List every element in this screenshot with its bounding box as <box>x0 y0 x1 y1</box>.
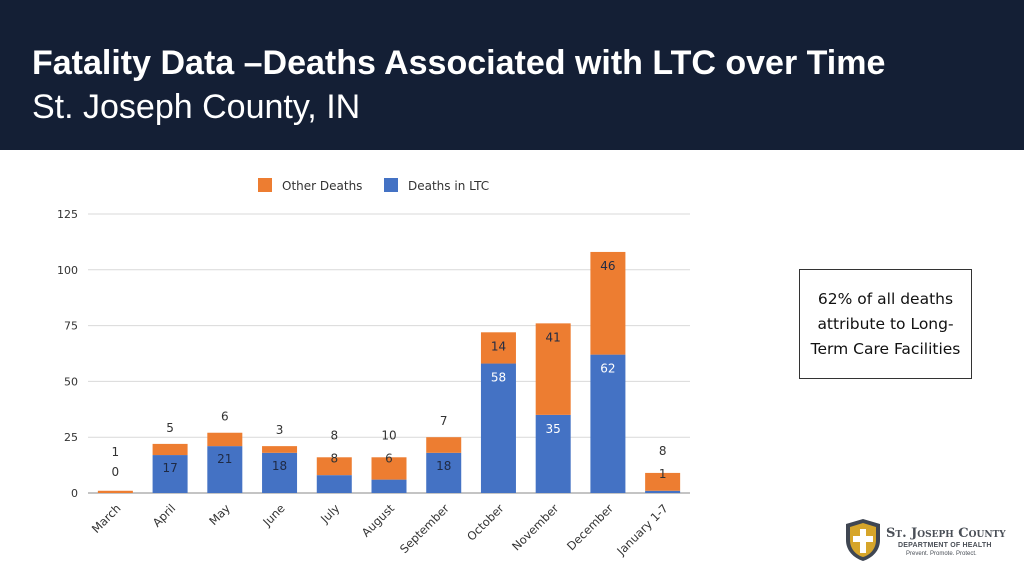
data-label-other-deaths: 41 <box>546 330 561 344</box>
y-tick-label: 50 <box>64 375 78 388</box>
data-label-other-deaths: 8 <box>330 428 338 442</box>
data-label-other-deaths: 8 <box>659 444 667 458</box>
x-tick-label: October <box>464 501 507 544</box>
ltc-percentage-callout: 62% of all deaths attribute to Long-Term… <box>799 269 972 379</box>
y-tick-label: 0 <box>71 487 78 500</box>
data-label-deaths-in-ltc: 62 <box>600 362 615 376</box>
x-tick-label: December <box>564 501 616 553</box>
logo-department: DEPARTMENT OF HEALTH <box>898 542 992 549</box>
legend-label: Other Deaths <box>282 179 362 193</box>
x-tick-label: May <box>206 501 233 528</box>
bar-other-deaths <box>645 472 681 491</box>
data-label-other-deaths: 5 <box>166 421 174 435</box>
y-tick-label: 100 <box>57 264 78 277</box>
data-label-deaths-in-ltc: 0 <box>112 465 120 479</box>
data-label-deaths-in-ltc: 18 <box>272 459 287 473</box>
bar-deaths-in-ltc <box>535 414 571 493</box>
legend-swatch <box>384 178 398 192</box>
x-tick-label: August <box>359 501 398 540</box>
county-health-logo: St. Joseph County DEPARTMENT OF HEALTH P… <box>844 518 1019 566</box>
legend-label: Deaths in LTC <box>408 179 489 193</box>
bar-deaths-in-ltc <box>371 479 407 493</box>
x-tick-label: April <box>150 501 178 529</box>
x-tick-label: September <box>397 501 452 556</box>
bar-deaths-in-ltc <box>262 452 298 493</box>
slide-header: Fatality Data –Deaths Associated with LT… <box>0 0 1024 150</box>
legend-swatch <box>258 178 272 192</box>
data-label-deaths-in-ltc: 58 <box>491 371 506 385</box>
data-label-deaths-in-ltc: 35 <box>546 422 561 436</box>
bar-deaths-in-ltc <box>590 354 626 493</box>
slide-subtitle: St. Joseph County, IN <box>32 88 361 126</box>
data-label-deaths-in-ltc: 21 <box>217 452 232 466</box>
bar-deaths-in-ltc <box>152 455 188 493</box>
x-tick-label: January 1-7 <box>613 501 670 558</box>
data-label-other-deaths: 7 <box>440 414 448 428</box>
callout-text: 62% of all deaths attribute to Long-Term… <box>810 289 961 358</box>
data-label-other-deaths: 6 <box>221 410 229 424</box>
bar-other-deaths <box>97 490 133 493</box>
bar-deaths-in-ltc <box>207 446 243 493</box>
data-label-other-deaths: 10 <box>381 428 396 442</box>
bar-other-deaths <box>371 457 407 480</box>
y-tick-label: 75 <box>64 320 78 333</box>
bar-other-deaths <box>426 437 462 453</box>
data-label-deaths-in-ltc: 1 <box>659 467 667 481</box>
data-label-deaths-in-ltc: 6 <box>385 451 393 465</box>
logo-county-name: St. Joseph County <box>886 526 1006 541</box>
bar-other-deaths <box>535 323 571 415</box>
data-label-other-deaths: 14 <box>491 339 506 353</box>
data-label-other-deaths: 3 <box>276 423 284 437</box>
bar-other-deaths <box>152 443 188 456</box>
bar-other-deaths <box>207 432 243 447</box>
data-label-deaths-in-ltc: 8 <box>330 451 338 465</box>
bar-deaths-in-ltc <box>480 363 516 493</box>
data-label-other-deaths: 1 <box>112 445 120 459</box>
x-tick-label: July <box>317 501 342 526</box>
bar-other-deaths <box>316 457 352 476</box>
bar-other-deaths <box>480 332 516 364</box>
bar-deaths-in-ltc <box>426 452 462 493</box>
bar-deaths-in-ltc <box>645 490 681 493</box>
slide-title: Fatality Data –Deaths Associated with LT… <box>32 44 886 82</box>
data-label-other-deaths: 46 <box>600 259 615 273</box>
bar-other-deaths <box>590 251 626 355</box>
logo-tagline: Prevent. Promote. Protect. <box>906 551 977 557</box>
x-tick-label: June <box>259 501 287 529</box>
y-tick-label: 25 <box>64 431 78 444</box>
shield-cross-icon <box>846 519 880 561</box>
bar-other-deaths <box>262 446 298 453</box>
x-tick-label: November <box>509 501 561 553</box>
data-label-deaths-in-ltc: 17 <box>162 461 177 475</box>
x-tick-label: March <box>89 501 124 536</box>
data-label-deaths-in-ltc: 18 <box>436 459 451 473</box>
y-tick-label: 125 <box>57 208 78 221</box>
bar-deaths-in-ltc <box>316 475 352 493</box>
